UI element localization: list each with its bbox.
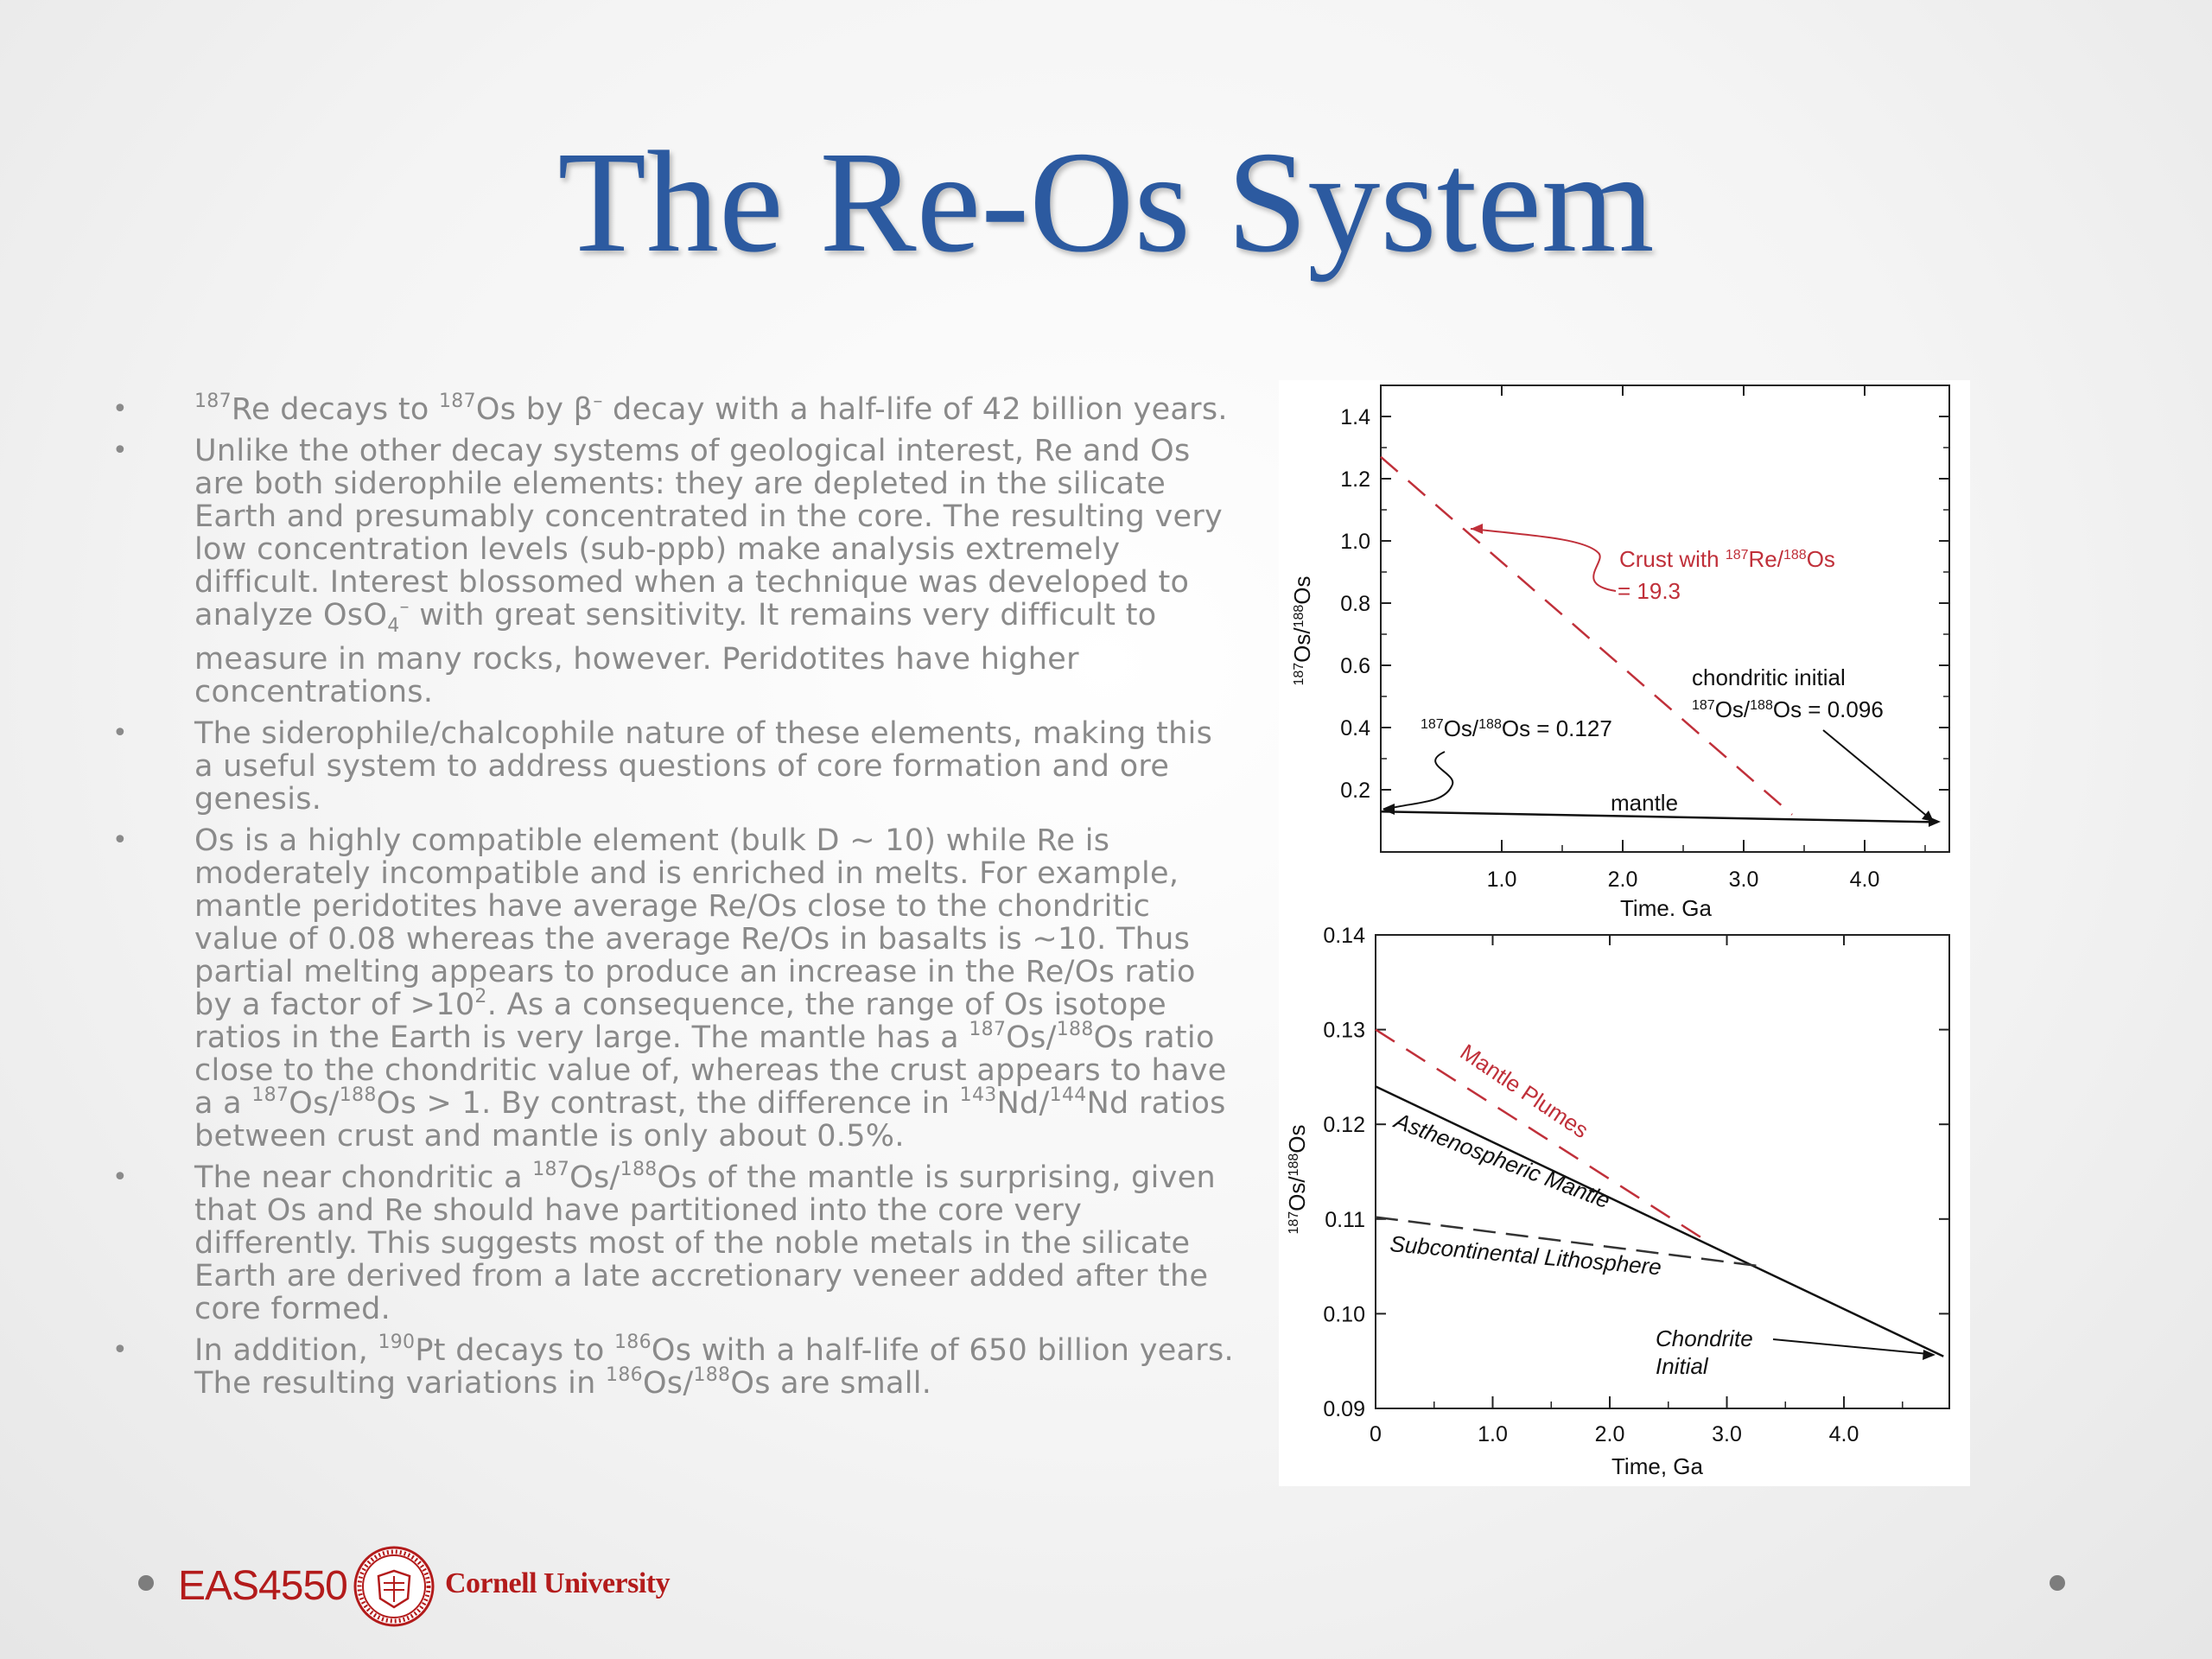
chart-background — [1279, 380, 1970, 933]
bullet-text: Unlike the other decay systems of geolog… — [194, 434, 1224, 709]
chart-crust-mantle-evolution: 0.2 0.4 0.6 0.8 1.0 1.2 1.4 1.0 2.0 3.0 4.0 187Os/… — [1279, 380, 1970, 933]
x-tick-label: 4.0 — [1850, 868, 1880, 892]
x-tick-label: 2.0 — [1595, 1422, 1625, 1446]
bullet-dot: • — [112, 1162, 128, 1192]
series-line-0 — [1380, 455, 1793, 816]
slide-title: The Re-Os System — [557, 122, 1655, 283]
x-tick-label: 4.0 — [1829, 1422, 1859, 1446]
annotation-chondritic-ratio: 187Os/188Os = 0.096 — [1692, 696, 1884, 722]
cornell-seal-logo — [353, 1546, 435, 1627]
footer-dot-left — [138, 1575, 154, 1591]
bullet-item: • The near chondritic a 187Os/188Os of th… — [112, 1159, 1236, 1326]
y-tick-label: 1.2 — [1340, 467, 1370, 492]
annotation-crust-value: = 19.3 — [1618, 578, 1681, 604]
x-tick-label: 3.0 — [1729, 868, 1759, 892]
y-tick-label: 0.09 — [1323, 1397, 1365, 1421]
y-tick-label: 0.4 — [1340, 716, 1370, 741]
bullet-text: Os is a highly compatible element (bulk … — [194, 823, 1227, 1154]
arrowhead-chondrite — [1923, 1350, 1936, 1360]
plot-frame — [1380, 385, 1950, 853]
x-tick-label: 1.0 — [1487, 868, 1517, 892]
bullet-dot: • — [112, 1335, 128, 1365]
chart-mantle-reservoirs: 0.09 0.10 0.11 0.12 0.13 0.14 0 1.0 2.0 3.0 4.0 18… — [1279, 916, 1970, 1486]
y-tick-label: 0.14 — [1323, 924, 1365, 948]
x-tick-label: 1.0 — [1478, 1422, 1508, 1446]
chart-background — [1279, 916, 1970, 1486]
arrow-chondritic — [1822, 729, 1929, 818]
series-line-1 — [1380, 810, 1938, 823]
bullet-item: • The siderophile/chalcophile nature of t… — [112, 717, 1236, 816]
bullet-text: 187Re decays to 187Os by β– decay with a… — [194, 391, 1228, 427]
y-tick-label: 1.0 — [1340, 530, 1370, 554]
y-tick-label: 0.11 — [1325, 1208, 1365, 1232]
university-name: Cornell University — [445, 1567, 671, 1599]
arrow-crust — [1470, 528, 1617, 592]
course-code: EAS4550 — [178, 1563, 348, 1609]
x-tick-label: 3.0 — [1712, 1422, 1742, 1446]
y-tick-label: 0.2 — [1340, 779, 1370, 803]
bullet-dot: • — [112, 825, 128, 855]
bullet-item: • Unlike the other decay systems of geolo… — [112, 435, 1236, 709]
y-tick-label: 0.8 — [1340, 592, 1370, 616]
arrow-chondrite — [1772, 1338, 1929, 1355]
y-tick-label: 1.4 — [1340, 405, 1370, 429]
tick-group: 0.2 0.4 0.6 0.8 1.0 1.2 1.4 1.0 2.0 3.0 4.0 — [1340, 385, 1949, 892]
annotation-mantle-ratio: 187Os/188Os = 0.127 — [1421, 715, 1612, 741]
label-initial: Initial — [1656, 1353, 1709, 1379]
plot-frame — [1375, 934, 1950, 1409]
bullet-dot: • — [112, 435, 128, 466]
bullet-text: The siderophile/chalcophile nature of th… — [194, 716, 1213, 817]
y-tick-label: 0.6 — [1340, 654, 1370, 678]
bullet-dot: • — [112, 718, 128, 748]
arrowhead-crust — [1471, 524, 1483, 534]
label-chondrite: Chondrite — [1656, 1325, 1753, 1351]
bullet-item: • In addition, 190Pt decays to 186Os with… — [112, 1332, 1236, 1401]
y-tick-label: 0.10 — [1323, 1302, 1365, 1326]
y-tick-label: 0.12 — [1323, 1113, 1365, 1137]
bullet-text: The near chondritic a 187Os/188Os of the… — [194, 1159, 1217, 1326]
arrowhead-mantle-ratio — [1382, 804, 1395, 815]
series-line-0 — [1375, 1028, 1710, 1244]
bullet-dot: • — [112, 394, 128, 424]
arrowhead-chondritic — [1922, 810, 1934, 822]
footer-dot-right — [2050, 1575, 2065, 1591]
x-axis-label: Time, Ga — [1611, 1453, 1703, 1479]
y-axis-label: 187Os/188Os — [1289, 575, 1315, 685]
arrow-mantle-ratio — [1387, 751, 1454, 810]
bullet-text: In addition, 190Pt decays to 186Os with … — [194, 1332, 1234, 1401]
y-axis-label: 187Os/188Os — [1284, 1124, 1310, 1234]
bullet-item: • Os is a highly compatible element (bulk… — [112, 824, 1236, 1153]
bullet-item: • 187Re decays to 187Os by β– decay with … — [112, 391, 1236, 427]
annotation-chondritic: chondritic initial — [1692, 664, 1846, 690]
bullet-list: • 187Re decays to 187Os by β– decay with … — [112, 391, 1236, 1408]
series-group — [1375, 1028, 1944, 1357]
annotation-crust: Crust with 187Re/188Os — [1619, 546, 1835, 572]
y-tick-label: 0.13 — [1323, 1019, 1365, 1043]
annotation-mantle: mantle — [1611, 790, 1678, 816]
x-tick-label: 2.0 — [1608, 868, 1638, 892]
x-tick-label: 0 — [1370, 1422, 1382, 1446]
series-line-1 — [1375, 1085, 1944, 1357]
